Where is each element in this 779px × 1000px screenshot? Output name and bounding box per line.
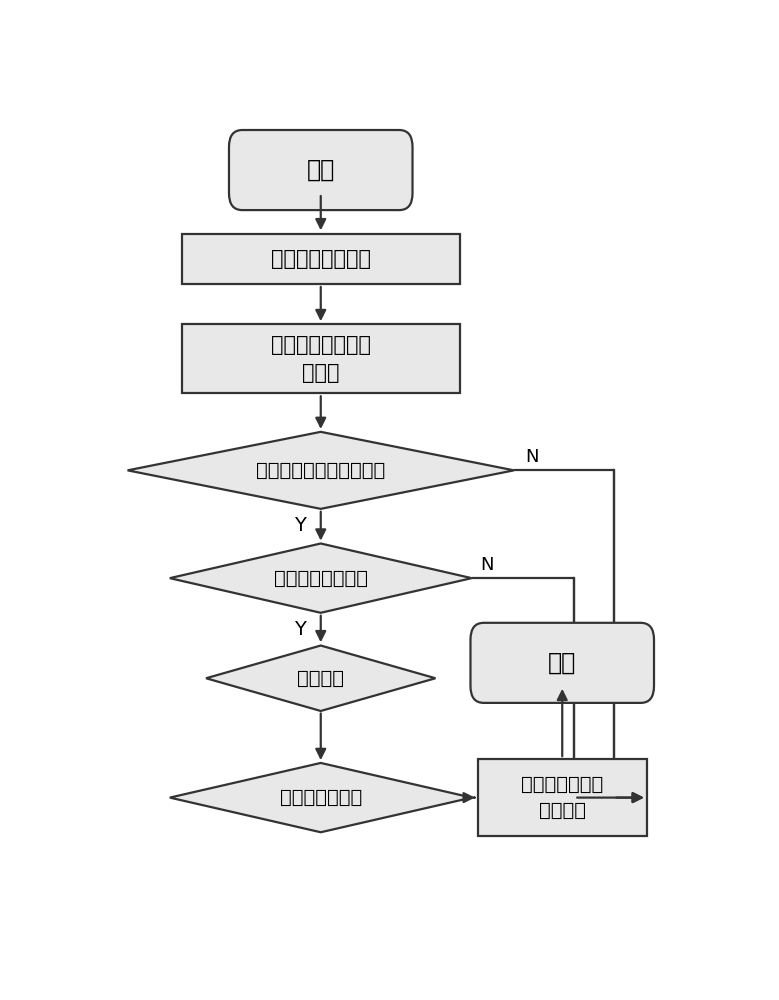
Text: N: N: [480, 556, 494, 574]
Polygon shape: [206, 646, 435, 711]
FancyBboxPatch shape: [471, 623, 654, 703]
Text: 是否是底层事件: 是否是底层事件: [280, 788, 362, 807]
Text: 搜索相匹配现象的
数据库: 搜索相匹配现象的 数据库: [271, 335, 371, 383]
Polygon shape: [128, 432, 514, 509]
Polygon shape: [170, 763, 471, 832]
Text: 是否匹配多个问题: 是否匹配多个问题: [273, 569, 368, 588]
Polygon shape: [170, 544, 471, 613]
Text: 结束: 结束: [548, 651, 576, 675]
Text: 是否与所输入问题相匹配: 是否与所输入问题相匹配: [256, 461, 386, 480]
Text: 开始: 开始: [307, 158, 335, 182]
Text: 输入视频初始现象: 输入视频初始现象: [271, 249, 371, 269]
Text: Y: Y: [294, 516, 305, 535]
Bar: [182, 234, 460, 284]
Text: 消除冲突: 消除冲突: [298, 669, 344, 688]
Text: N: N: [525, 448, 539, 466]
Text: 结束推理，给出
诊断结果: 结束推理，给出 诊断结果: [521, 775, 604, 820]
Bar: [182, 324, 460, 393]
FancyBboxPatch shape: [229, 130, 413, 210]
Text: Y: Y: [294, 620, 305, 639]
Bar: [478, 759, 647, 836]
